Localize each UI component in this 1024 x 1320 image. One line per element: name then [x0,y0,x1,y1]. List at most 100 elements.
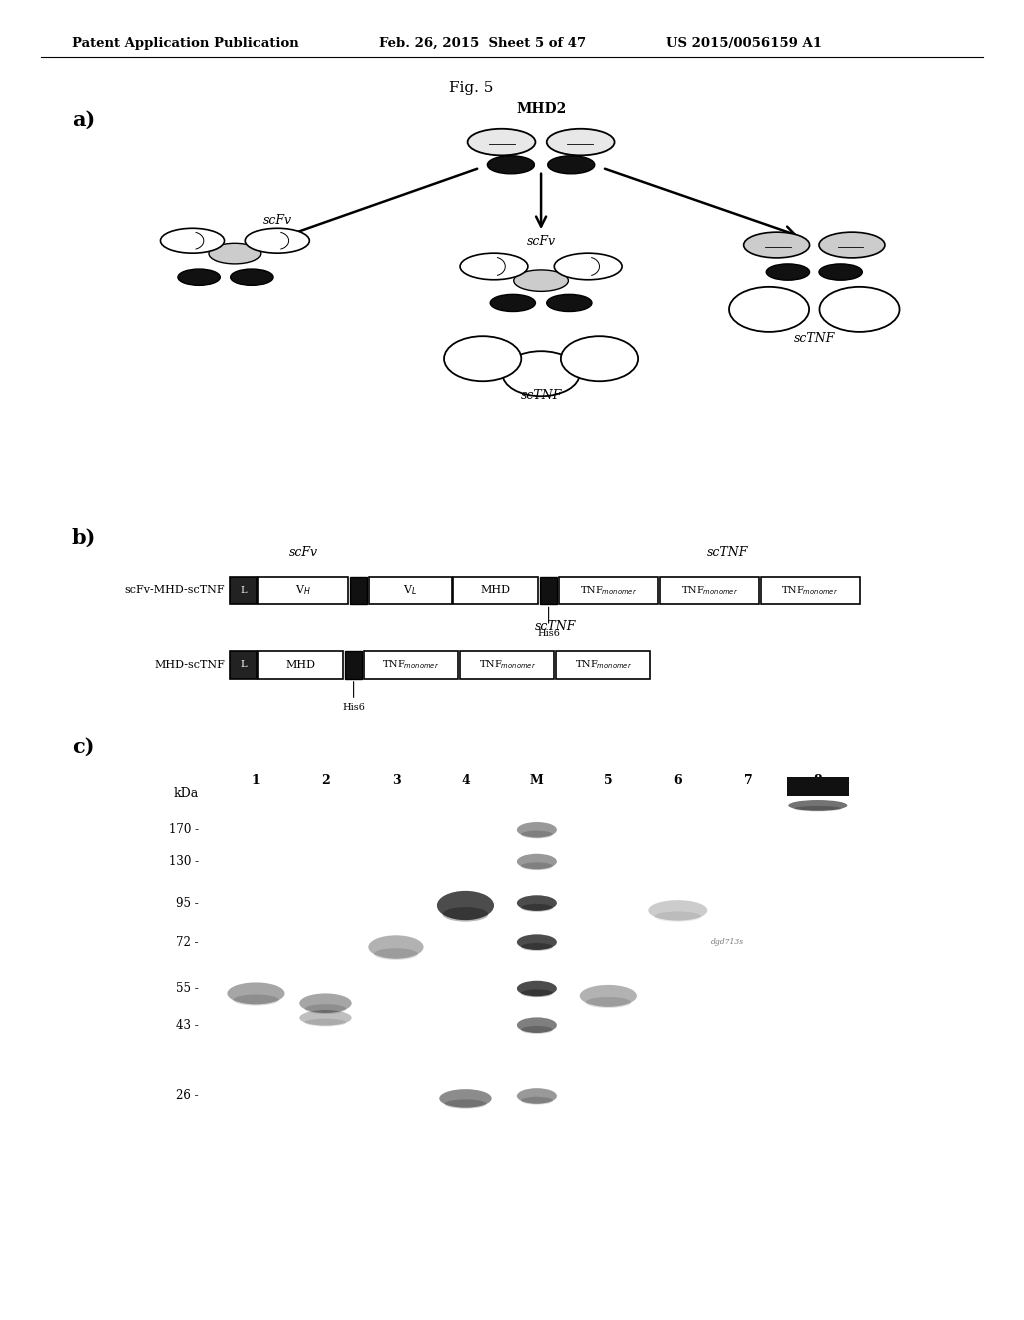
Ellipse shape [161,228,224,253]
Bar [230,577,257,605]
Text: L: L [240,586,247,595]
Text: 26 -: 26 - [176,1089,199,1102]
Ellipse shape [521,1097,553,1105]
Text: 1: 1 [252,775,260,788]
Ellipse shape [304,1005,346,1014]
Text: scFv: scFv [263,214,292,227]
Ellipse shape [586,997,631,1008]
Text: TNF$_{monomer}$: TNF$_{monomer}$ [574,659,632,672]
Text: scTNF: scTNF [707,546,749,560]
Text: 4: 4 [461,775,470,788]
Ellipse shape [299,994,351,1012]
Bar [364,651,458,678]
Text: kDa: kDa [173,787,199,800]
Bar [454,577,539,605]
Ellipse shape [517,935,557,950]
Text: scTNF: scTNF [794,331,835,345]
Text: 43 -: 43 - [176,1019,199,1032]
Bar [369,577,452,605]
Ellipse shape [521,942,553,950]
Text: His6: His6 [538,607,560,638]
Bar [787,777,849,796]
Ellipse shape [460,253,528,280]
Ellipse shape [517,1088,557,1104]
Ellipse shape [547,129,614,156]
Ellipse shape [521,904,553,912]
Text: 5: 5 [604,775,612,788]
Text: TNF$_{monomer}$: TNF$_{monomer}$ [781,583,839,597]
Text: MHD-scTNF: MHD-scTNF [155,660,225,669]
Ellipse shape [561,337,638,381]
Bar [540,577,557,605]
Text: 3: 3 [391,775,400,788]
Ellipse shape [547,294,592,312]
Text: TNF$_{monomer}$: TNF$_{monomer}$ [478,659,536,672]
Ellipse shape [648,900,708,920]
Ellipse shape [487,156,535,174]
Text: a): a) [72,110,95,129]
Text: dgd713s: dgd713s [711,939,743,946]
Bar [345,651,362,678]
Text: scFv-MHD-scTNF: scFv-MHD-scTNF [125,586,225,595]
Text: L: L [240,660,247,669]
Text: His6: His6 [342,681,365,711]
Text: scTNF: scTNF [535,620,575,634]
Ellipse shape [374,948,418,960]
Text: Patent Application Publication: Patent Application Publication [72,37,298,50]
Bar [659,577,759,605]
Bar [258,577,348,605]
Text: b): b) [72,528,96,548]
Text: -: - [223,272,227,282]
Ellipse shape [369,936,424,958]
Bar [761,577,859,605]
Ellipse shape [788,800,847,810]
Ellipse shape [209,243,261,264]
Ellipse shape [517,854,557,870]
Ellipse shape [503,351,580,396]
Bar [350,577,367,605]
Text: 7: 7 [743,775,753,788]
Ellipse shape [178,269,220,285]
Ellipse shape [444,1100,486,1109]
Text: -: - [812,267,816,277]
Bar [460,651,554,678]
Ellipse shape [517,1018,557,1034]
Text: L: L [240,586,247,595]
Text: 72 -: 72 - [176,936,199,949]
Text: 6: 6 [674,775,682,788]
Ellipse shape [554,253,623,280]
Ellipse shape [233,994,279,1006]
Bar [258,651,343,678]
Ellipse shape [548,156,595,174]
Text: TNF$_{monomer}$: TNF$_{monomer}$ [580,583,637,597]
Ellipse shape [766,264,810,280]
Ellipse shape [580,985,637,1007]
Text: 170 -: 170 - [169,824,199,837]
Text: 130 -: 130 - [169,855,199,869]
Text: 55 -: 55 - [176,982,199,995]
Ellipse shape [439,1089,492,1107]
Ellipse shape [517,895,557,911]
Text: Feb. 26, 2015  Sheet 5 of 47: Feb. 26, 2015 Sheet 5 of 47 [379,37,586,50]
Ellipse shape [468,129,536,156]
Text: 95 -: 95 - [176,896,199,909]
Text: M: M [530,775,544,788]
Ellipse shape [521,862,553,870]
Ellipse shape [819,264,862,280]
Ellipse shape [729,286,809,331]
Text: MHD2: MHD2 [516,102,566,116]
Ellipse shape [304,1019,346,1027]
Ellipse shape [521,830,553,838]
Ellipse shape [514,269,568,292]
Ellipse shape [521,989,553,997]
Ellipse shape [795,807,842,812]
Ellipse shape [444,337,521,381]
Text: scTNF: scTNF [520,389,562,403]
Ellipse shape [517,822,557,838]
Text: scFv: scFv [526,235,556,248]
Ellipse shape [442,907,488,921]
Ellipse shape [246,228,309,253]
Ellipse shape [437,891,494,920]
Text: -: - [540,160,543,170]
Text: Fig. 5: Fig. 5 [449,82,494,95]
